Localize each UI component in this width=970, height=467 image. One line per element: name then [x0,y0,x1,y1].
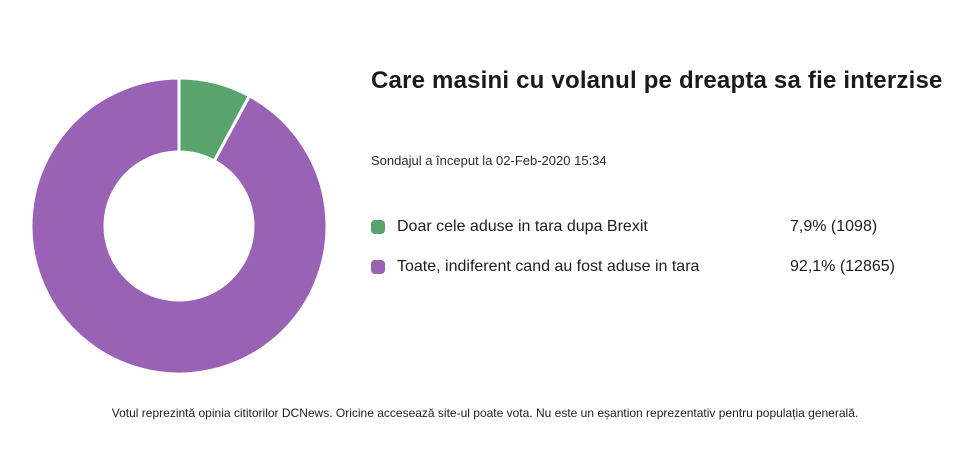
donut-slice [29,76,329,376]
donut-chart-svg [29,76,329,376]
legend-value: 7,9% (1098) [790,218,878,235]
donut-chart [29,76,329,376]
poll-info-panel: Care masini cu volanul pe dreapta sa fie… [371,0,946,467]
chart-legend: Doar cele aduse in tara dupa Brexit 7,9%… [371,217,940,297]
legend-value: 92,1% (12865) [790,258,895,275]
poll-disclaimer: Votul reprezintă opinia cititorilor DCNe… [111,406,859,420]
legend-item: Toate, indiferent cand au fost aduse in … [371,257,940,277]
legend-label: Doar cele aduse in tara dupa Brexit [397,218,648,235]
legend-item: Doar cele aduse in tara dupa Brexit 7,9%… [371,217,940,237]
poll-title: Care masini cu volanul pe dreapta sa fie… [371,67,943,94]
legend-swatch-purple [371,260,385,274]
legend-swatch-green [371,220,385,234]
legend-label: Toate, indiferent cand au fost aduse in … [397,258,700,275]
poll-start-date: Sondajul a început la 02-Feb-2020 15:34 [371,153,607,168]
